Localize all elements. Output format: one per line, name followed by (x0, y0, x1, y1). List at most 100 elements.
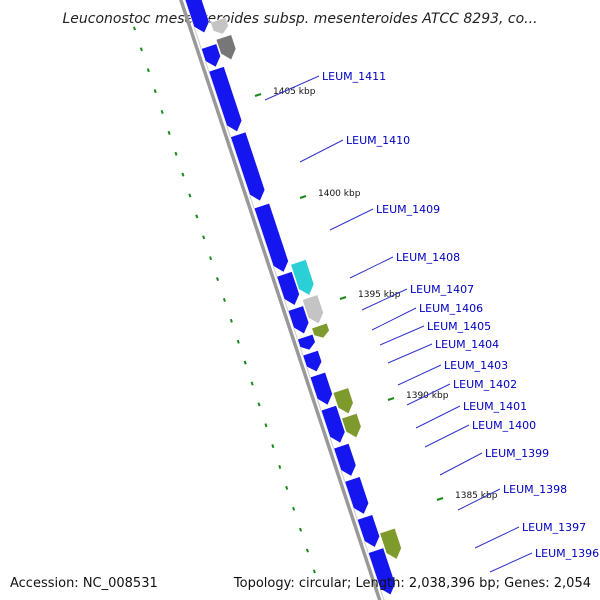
gc-tick (216, 277, 220, 282)
gene-label: LEUM_1403 (444, 359, 508, 372)
rrna-feature (379, 527, 402, 560)
gc-tick (264, 423, 268, 428)
gene-label: LEUM_1406 (419, 302, 483, 315)
gene-leader-line (361, 288, 408, 311)
cds-feature (276, 271, 300, 306)
gene-label: LEUM_1401 (463, 400, 527, 413)
gc-tick (153, 89, 157, 94)
cds-feature (208, 66, 243, 133)
rrna-feature (311, 322, 330, 339)
kbp-tick (339, 296, 347, 300)
gene-label: LEUM_1400 (472, 419, 536, 432)
gc-tick (243, 360, 247, 365)
gc-tick (132, 26, 136, 31)
cds-feature (356, 514, 381, 548)
gc-tick (202, 235, 206, 240)
cds-feature (302, 349, 323, 373)
cds-feature (320, 405, 346, 444)
gc-tick (222, 297, 226, 302)
cds-feature (200, 43, 221, 68)
cds-feature (253, 202, 289, 273)
gene-label: LEUM_1398 (503, 483, 567, 496)
gc-tick (181, 172, 185, 177)
gc-tick (305, 548, 309, 553)
backbone (179, 0, 382, 600)
cds-feature (184, 0, 210, 34)
misc_light-feature (210, 17, 229, 35)
gene-label: LEUM_1407 (410, 283, 474, 296)
gene-labels: LEUM_1411 LEUM_1410 LEUM_1409 LEUM_1408 LEUM… (264, 70, 599, 573)
kbp-tick-label: 1385 kbp (455, 491, 498, 501)
cds-feature (333, 443, 357, 477)
misc_light-feature (301, 294, 324, 325)
gc-tick (250, 381, 254, 386)
kbp-tick (299, 195, 307, 199)
gc-tick (299, 527, 303, 532)
gc-tick (174, 151, 178, 156)
gc-tick (167, 130, 171, 135)
map-title: Leuconostoc mesenteroides subsp. mesente… (62, 11, 537, 27)
gene-label: LEUM_1399 (485, 447, 549, 460)
gene-leader-line (415, 405, 461, 429)
gene-leader-line (387, 343, 433, 364)
cds-feature (287, 305, 310, 335)
gene-leader-line (424, 424, 470, 448)
gc-tick (278, 465, 282, 470)
accession-text: Accession: NC_008531 (10, 576, 158, 591)
cds-feature (309, 371, 333, 406)
gene-label: LEUM_1408 (396, 251, 460, 264)
kbp-tick (436, 497, 444, 501)
gc-tick (312, 569, 316, 574)
kbp-tick (387, 397, 395, 401)
gene-leader-line (371, 307, 417, 331)
gc-tick (146, 68, 150, 73)
gc-tick (160, 110, 164, 114)
kbp-tick-label: 1400 kbp (318, 189, 361, 199)
kbp-ruler: 1405 kbp 1400 kbp 1395 kbp 1390 kbp 1385 kbp (254, 87, 498, 501)
feature-track (184, 0, 402, 596)
gene-leader-line (457, 488, 501, 511)
gene-leader-line (406, 383, 451, 406)
gc-tick (195, 214, 199, 219)
gc-tick (188, 193, 192, 198)
cds-feature (297, 333, 316, 351)
gene-label: LEUM_1397 (522, 521, 586, 534)
rrna-feature (341, 412, 362, 439)
gene-leader-line (349, 256, 394, 279)
kbp-tick-label: 1390 kbp (406, 391, 449, 401)
cds-feature (367, 547, 396, 596)
gene-leader-line (397, 364, 442, 386)
gene-leader-line (264, 75, 320, 101)
rrna-feature (332, 387, 354, 415)
gene-label: LEUM_1404 (435, 338, 499, 351)
gene-label: LEUM_1410 (346, 134, 410, 147)
gc-tick (209, 256, 213, 261)
gc-tick (271, 444, 275, 449)
gene-leader-line (379, 325, 425, 346)
gene-leader-line (439, 452, 483, 476)
gene-label: LEUM_1411 (322, 70, 386, 83)
gc-tick (236, 339, 240, 344)
gc-tick (229, 318, 233, 323)
gene-leader-line (474, 526, 520, 549)
gc-tick (139, 47, 143, 52)
gene-leader-line (489, 552, 533, 573)
gene-leader-line (299, 139, 344, 163)
kbp-tick (254, 93, 262, 97)
gene-label: LEUM_1409 (376, 203, 440, 216)
gc-tick (257, 402, 261, 407)
gene-label: LEUM_1405 (427, 320, 491, 333)
misc_dark-feature (215, 34, 237, 61)
trna-feature (290, 259, 315, 296)
gene-leader-line (329, 208, 374, 231)
cds-feature (344, 476, 370, 515)
gene-label: LEUM_1396 (535, 547, 599, 560)
kbp-tick-label: 1395 kbp (358, 290, 401, 300)
gc-tick (292, 506, 296, 511)
gc-skew-ticks (132, 26, 316, 574)
gc-tick (285, 485, 289, 490)
summary-text: Topology: circular; Length: 2,038,396 bp… (233, 576, 591, 591)
gene-label: LEUM_1402 (453, 378, 517, 391)
kbp-tick-label: 1405 kbp (273, 87, 316, 97)
